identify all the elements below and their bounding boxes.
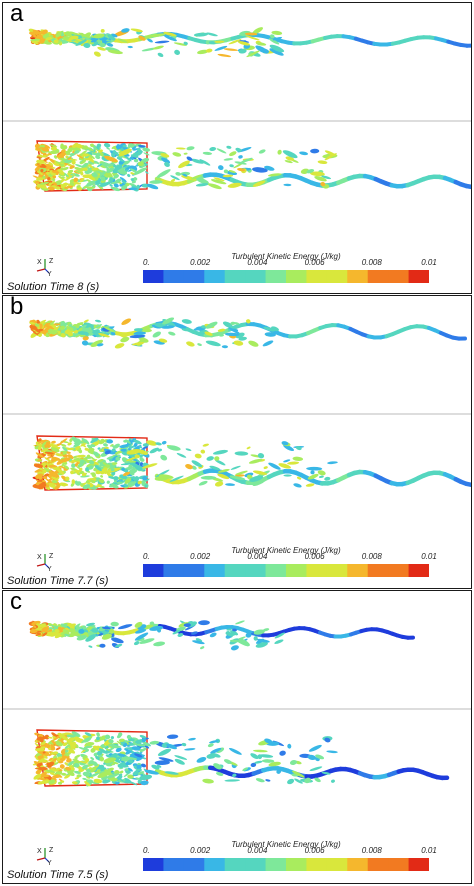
colorbar-band (204, 270, 226, 283)
colorbar-band (306, 858, 328, 871)
colorbar-band (306, 564, 328, 577)
colorbar-band (265, 270, 287, 283)
colorbar-tick-label: 0.008 (361, 552, 382, 561)
colorbar-band (163, 858, 185, 871)
axis-label-z: Z (49, 553, 54, 560)
colorbar (143, 858, 429, 871)
colorbar-band (367, 564, 389, 577)
colorbar-band (143, 858, 165, 871)
vortex-wake-top-view (29, 317, 467, 349)
colorbar-band (245, 564, 267, 577)
colorbar-title: Turbulent Kinetic Energy (J/kg) (231, 840, 341, 849)
axis-label-z: Z (49, 258, 54, 265)
colorbar-tick-label: 0.002 (190, 846, 211, 855)
colorbar-band (347, 564, 369, 577)
colorbar-band (286, 270, 308, 283)
axis-label-x: X (37, 259, 42, 266)
colorbar-band (183, 270, 205, 283)
colorbar-band (183, 858, 205, 871)
colorbar-tick-label: 0.008 (361, 846, 382, 855)
axis-label-z: Z (49, 847, 54, 854)
colorbar-band (408, 564, 429, 577)
colorbar-band (286, 858, 308, 871)
vortex-wake-side-view (32, 140, 471, 192)
colorbar-title: Turbulent Kinetic Energy (J/kg) (231, 252, 341, 261)
vortex-wake-side-view (32, 435, 471, 491)
colorbar-band (265, 858, 287, 871)
axis-label-x: X (37, 848, 42, 855)
colorbar-tick-label: 0.008 (361, 258, 382, 267)
solution-time-label: Solution Time 7.5 (s) (7, 869, 109, 881)
colorbar-tick-label: 0.006 (304, 552, 325, 561)
colorbar-tick-label: 0.002 (190, 552, 211, 561)
colorbar-band (367, 858, 389, 871)
flow-visualization (3, 27, 471, 192)
axis-label-y: Y (47, 860, 52, 867)
colorbar-band (224, 564, 246, 577)
axis-label-y: Y (47, 566, 52, 573)
colorbar-band (326, 270, 348, 283)
colorbar-tick-label: 0.004 (247, 846, 268, 855)
colorbar-tick-label: 0.004 (247, 258, 268, 267)
colorbar-tick-label: 0. (143, 846, 150, 855)
colorbar-band (163, 564, 185, 577)
vortex-wake-top-view (28, 27, 471, 58)
colorbar-band (388, 858, 410, 871)
colorbar-tick-label: 0.01 (421, 552, 437, 561)
solution-time-label: Solution Time 8 (s) (7, 281, 100, 293)
flow-visualization (3, 317, 471, 491)
colorbar-tick-label: 0. (143, 258, 150, 267)
colorbar-band (245, 270, 267, 283)
colorbar-band (326, 858, 348, 871)
colorbar-tick-label: 0.004 (247, 552, 268, 561)
vortex-wake-side-view (32, 729, 450, 787)
colorbar-band (143, 270, 165, 283)
colorbar-band (347, 858, 369, 871)
colorbar-band (408, 858, 429, 871)
colorbar-band (204, 858, 226, 871)
colorbar-tick-label: 0.002 (190, 258, 211, 267)
panel-letter: c (10, 590, 22, 615)
colorbar-tick-label: 0.01 (421, 258, 437, 267)
axis-label-x: X (37, 554, 42, 561)
flow-visualization (3, 620, 471, 787)
colorbar-tick-label: 0. (143, 552, 150, 561)
colorbar-band (245, 858, 267, 871)
colorbar-band (326, 564, 348, 577)
colorbar-band (388, 270, 410, 283)
colorbar-tick-label: 0.006 (304, 258, 325, 267)
colorbar-band (367, 270, 389, 283)
colorbar-band (408, 270, 429, 283)
vortex-wake-top-view (28, 620, 415, 651)
panel-letter: b (10, 295, 24, 320)
colorbar-band (306, 270, 328, 283)
panel-letter: a (10, 2, 24, 27)
colorbar-band (347, 270, 369, 283)
colorbar-band (204, 564, 226, 577)
colorbar-band (224, 858, 246, 871)
solution-time-label: Solution Time 7.7 (s) (7, 575, 109, 587)
colorbar-tick-label: 0.006 (304, 846, 325, 855)
colorbar-band (265, 564, 287, 577)
colorbar-band (286, 564, 308, 577)
axis-label-y: Y (47, 271, 52, 278)
colorbar (143, 564, 429, 577)
colorbar-band (388, 564, 410, 577)
colorbar-band (143, 564, 165, 577)
colorbar-band (224, 270, 246, 283)
colorbar-title: Turbulent Kinetic Energy (J/kg) (231, 546, 341, 555)
colorbar-tick-label: 0.01 (421, 846, 437, 855)
colorbar-band (183, 564, 205, 577)
colorbar-band (163, 270, 185, 283)
colorbar (143, 270, 429, 283)
